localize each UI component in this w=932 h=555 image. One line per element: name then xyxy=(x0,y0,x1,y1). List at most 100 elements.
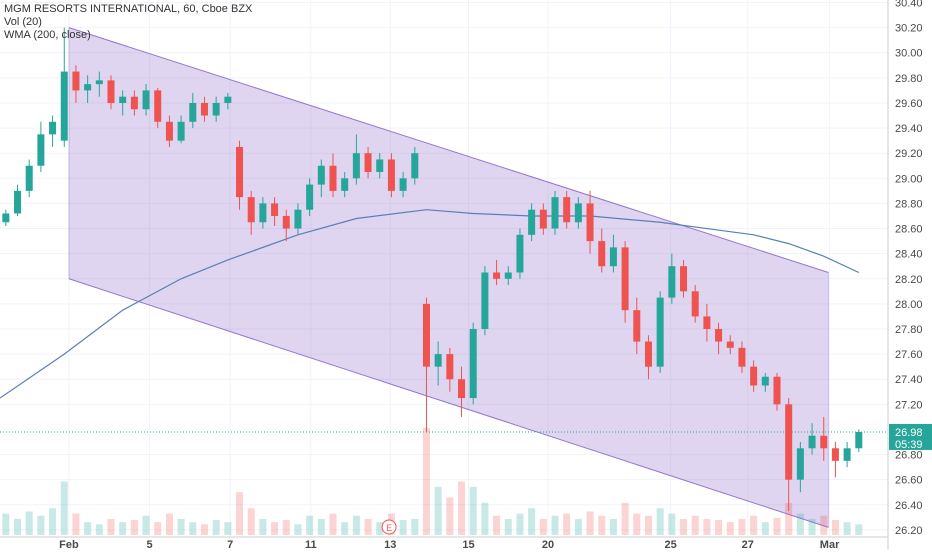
volume-bar xyxy=(247,508,255,535)
candle-body xyxy=(715,328,723,342)
volume-bar xyxy=(528,508,536,535)
volume-bar xyxy=(481,502,489,535)
candle-body xyxy=(551,197,559,229)
candle-body xyxy=(703,316,711,329)
y-tick-label: 30.20 xyxy=(895,23,923,35)
x-tick-label: 5 xyxy=(146,539,152,550)
y-tick-label: 26.40 xyxy=(895,500,923,512)
volume-bar xyxy=(282,520,290,535)
candle-body xyxy=(165,121,173,141)
x-tick-label: 11 xyxy=(305,539,317,550)
candle-body xyxy=(317,165,325,185)
volume-bar xyxy=(49,508,57,535)
volume-bar xyxy=(539,518,547,535)
y-tick-label: 26.80 xyxy=(895,450,923,462)
candle-body xyxy=(72,71,80,91)
y-tick-label: 29.60 xyxy=(895,98,923,110)
candle-body xyxy=(271,203,279,216)
event-marker xyxy=(381,519,397,535)
countdown-label: 05:39 xyxy=(895,439,923,451)
volume-bar xyxy=(329,513,337,535)
candle-body xyxy=(142,90,150,110)
y-tick-label: 28.20 xyxy=(895,274,923,286)
volume-bar xyxy=(446,497,454,535)
candle-body xyxy=(469,328,477,399)
volume-bar xyxy=(621,502,629,535)
volume-bar xyxy=(469,486,477,535)
last-price-box xyxy=(889,423,932,450)
volume-bar xyxy=(130,520,138,535)
volume-bar xyxy=(154,522,162,535)
candle-body xyxy=(539,209,547,229)
volume-bar xyxy=(668,513,676,535)
candle-body xyxy=(773,376,781,405)
y-tick-label: 28.00 xyxy=(895,299,923,311)
candle-body xyxy=(761,376,769,386)
candle-body xyxy=(364,153,372,173)
volume-bar xyxy=(422,428,430,535)
candle-body xyxy=(516,234,524,273)
channel-line xyxy=(68,27,829,273)
volume-bar xyxy=(750,515,758,535)
candle-body xyxy=(820,435,828,449)
candle-body xyxy=(738,347,746,367)
volume-bar xyxy=(25,511,33,535)
volume-bar xyxy=(773,517,781,535)
volume-bar xyxy=(691,515,699,535)
candle-body xyxy=(177,121,185,141)
candle-body xyxy=(49,121,57,135)
candle-body xyxy=(411,153,419,179)
candle-body xyxy=(130,96,138,110)
y-tick-label: 27.60 xyxy=(895,349,923,361)
candle-body xyxy=(306,184,314,210)
volume-bar xyxy=(72,513,80,535)
candle-body xyxy=(107,80,115,103)
volume-bar xyxy=(493,515,501,535)
volume-bar xyxy=(855,524,863,535)
y-tick-label: 29.20 xyxy=(895,148,923,160)
plot: E xyxy=(0,0,888,537)
volume-bar xyxy=(306,515,314,535)
volume-bar xyxy=(598,515,606,535)
channel-fill xyxy=(68,27,829,528)
channel-line xyxy=(68,278,829,528)
volume-bar xyxy=(644,515,652,535)
volume-bar xyxy=(95,524,103,535)
candle-body xyxy=(189,102,197,122)
candle-body xyxy=(212,102,220,116)
volume-bar xyxy=(259,518,267,535)
volume-bar xyxy=(399,520,407,535)
y-tick-label: 26.20 xyxy=(895,525,923,537)
x-tick-label: Mar xyxy=(820,539,840,550)
candle-body xyxy=(680,266,688,292)
indicator-label: Vol (20) xyxy=(4,16,42,28)
volume-bar xyxy=(434,486,442,535)
indicator-label: WMA (200, close) xyxy=(4,29,91,41)
candle-body xyxy=(656,297,664,367)
volume-bar xyxy=(820,515,828,535)
volume-bar xyxy=(107,518,115,535)
candle-body xyxy=(504,272,512,279)
volume-bar xyxy=(574,518,582,535)
candle-body xyxy=(387,159,395,191)
candle-body xyxy=(247,197,255,223)
candle-body xyxy=(796,448,804,480)
x-tick-label: 13 xyxy=(384,539,396,550)
volume-bar xyxy=(656,508,664,535)
candle-body xyxy=(2,213,10,223)
candle-body xyxy=(119,96,127,103)
candle-body xyxy=(481,272,489,329)
y-tick-label: 28.60 xyxy=(895,224,923,236)
volume-bar xyxy=(142,515,150,535)
volume-bar xyxy=(271,522,279,535)
candle-body xyxy=(84,84,92,91)
volume-bar xyxy=(808,518,816,535)
volume-bar xyxy=(84,522,92,535)
volume-bar xyxy=(715,520,723,535)
y-tick-label: 27.80 xyxy=(895,324,923,336)
candle-body xyxy=(855,431,863,449)
volume-bar xyxy=(224,522,232,535)
candle-body xyxy=(644,341,652,367)
price-axis xyxy=(888,0,932,550)
y-tick-label: 27.40 xyxy=(895,374,923,386)
